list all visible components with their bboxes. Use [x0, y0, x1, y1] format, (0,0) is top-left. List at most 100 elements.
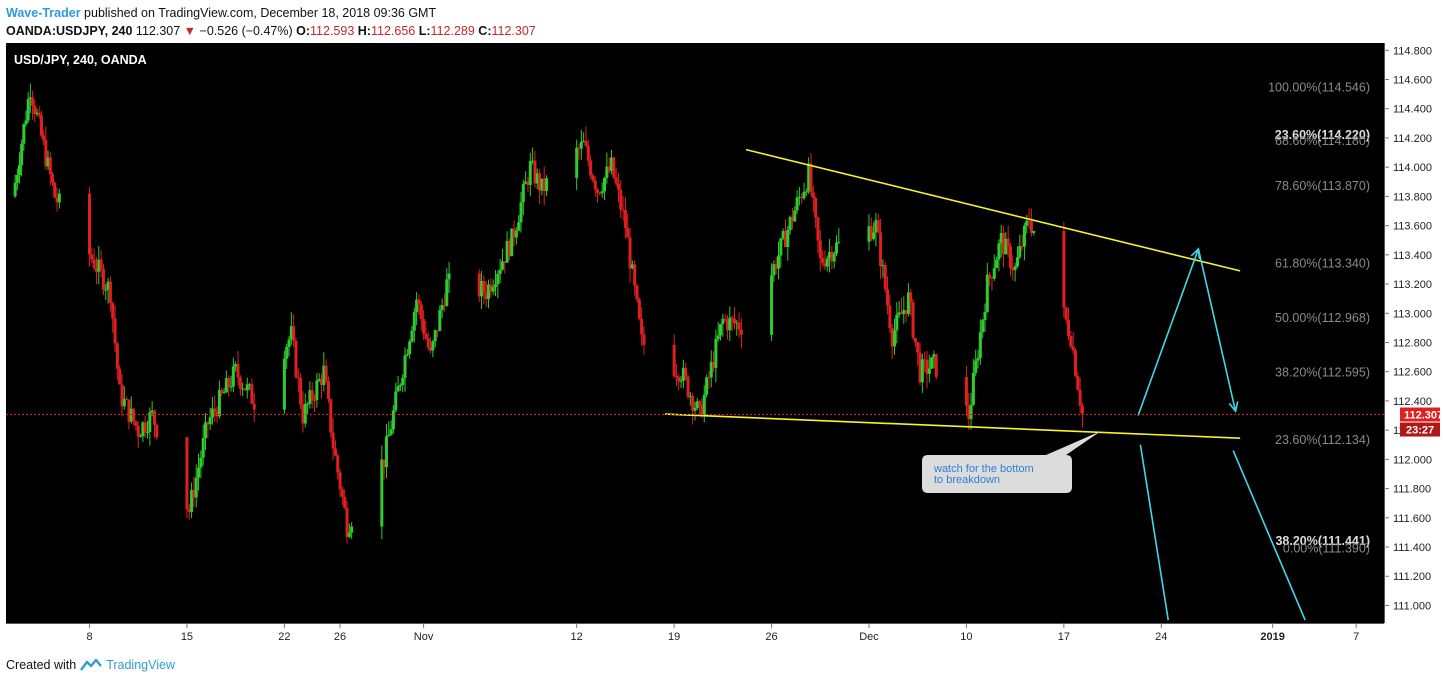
candle-body: [983, 311, 987, 321]
tradingview-link[interactable]: TradingView: [106, 658, 175, 672]
candle-body: [433, 330, 437, 342]
candle-body: [719, 324, 723, 336]
chart-panel[interactable]: USD/JPY, 240, OANDA 114.800 114.600 114.40…: [6, 43, 1443, 649]
candle-body: [187, 509, 191, 512]
candle-body: [584, 140, 588, 146]
candle-body: [289, 326, 293, 340]
candle-body: [985, 274, 989, 312]
callout-bubble: [922, 431, 1101, 493]
candle-body: [315, 380, 319, 400]
fib-level-label: 0.00%(111.390): [1283, 541, 1370, 555]
countdown-label: 23:27: [1406, 425, 1434, 437]
candle-body: [384, 436, 388, 468]
candle-body: [424, 333, 428, 339]
candle-body: [577, 147, 581, 149]
candle-body: [579, 141, 583, 149]
tradingview-logo-icon[interactable]: [80, 658, 103, 672]
candle-body: [496, 274, 500, 285]
candle-body: [797, 196, 801, 198]
callout-text-line1: watch for the bottom: [933, 463, 1034, 475]
candle-body: [869, 226, 873, 240]
projection-arrowhead-icon: [1190, 247, 1201, 260]
candle-body: [215, 411, 219, 417]
candle-body: [542, 178, 546, 191]
time-tick-label: 24: [1155, 631, 1167, 643]
candle-body: [403, 355, 407, 378]
candle-body: [582, 140, 586, 142]
candle-body: [876, 220, 880, 233]
candle-body: [199, 457, 203, 468]
candle-body: [999, 232, 1003, 244]
author-link[interactable]: Wave-Trader: [6, 6, 81, 20]
candle-body: [1013, 266, 1017, 271]
candle-body: [37, 112, 41, 116]
candle-body: [132, 408, 136, 422]
candle-body: [788, 216, 792, 230]
candle-body: [1076, 375, 1080, 390]
candle-body: [531, 160, 535, 162]
candle-body: [440, 304, 444, 311]
candle-body: [721, 318, 725, 325]
trendline-upper[interactable]: [745, 148, 1241, 272]
candle-body: [44, 140, 48, 167]
annotation-callout[interactable]: watch for the bottom to breakdown: [922, 431, 1101, 493]
price-chart[interactable]: USD/JPY, 240, OANDA 114.800 114.600 114.40…: [6, 43, 1443, 649]
price-tick-label: 112.600: [1393, 367, 1432, 379]
projection-line[interactable]: [1137, 248, 1200, 416]
candle-body: [586, 145, 590, 161]
candle-body: [101, 268, 105, 290]
candle-body: [146, 431, 150, 433]
candle-body: [616, 183, 620, 190]
created-with-text: Created with: [6, 658, 77, 672]
candle-body: [879, 232, 883, 267]
candle-body: [519, 202, 523, 223]
projection-line[interactable]: [1197, 248, 1237, 412]
candle-body: [389, 429, 393, 435]
candle-body: [39, 115, 43, 136]
header-line-2: OANDA:USDJPY, 240 112.307 ▼ −0.526 (−0.4…: [6, 22, 536, 40]
price-tick-label: 113.200: [1393, 279, 1432, 291]
price-tick-label: 113.800: [1393, 191, 1432, 203]
chart-title: USD/JPY, 240, OANDA: [14, 53, 147, 67]
candle-body: [893, 330, 897, 347]
close-value: 112.307: [491, 24, 536, 38]
candle-body: [633, 264, 637, 286]
candle-body: [345, 507, 349, 537]
candle-body: [148, 412, 152, 432]
candle-body: [299, 378, 303, 405]
candle-body: [35, 112, 39, 115]
time-tick-label: 26: [334, 631, 346, 643]
candle-body: [282, 358, 286, 410]
fib-level-label: 23.60%(114.220): [1275, 128, 1370, 142]
fib-level-label: 50.00%(112.968): [1275, 311, 1370, 325]
candle-body: [545, 178, 549, 191]
projection-line[interactable]: [1139, 444, 1170, 621]
candle-body: [927, 368, 931, 374]
header-line-1: Wave-Trader published on TradingView.com…: [6, 4, 536, 22]
candle-body: [1015, 257, 1019, 267]
candle-body: [236, 363, 240, 378]
candle-body: [143, 422, 147, 432]
candle-body: [988, 274, 992, 278]
fib-level-label: 38.20%(111.441): [1275, 534, 1370, 548]
candle-body: [292, 326, 296, 341]
time-tick-label: 26: [765, 631, 777, 643]
candle-body: [770, 275, 774, 335]
candle-body: [600, 191, 604, 193]
candle-body: [981, 320, 985, 333]
candle-body: [686, 376, 690, 397]
time-tick-label: 2019: [1260, 631, 1284, 643]
candle-body: [902, 310, 906, 315]
projection-line[interactable]: [1232, 450, 1306, 621]
candle-body: [716, 335, 720, 340]
time-tick-label: 22: [278, 631, 290, 643]
candle-body: [90, 254, 94, 260]
candle-body: [447, 273, 451, 280]
candle-body: [1009, 246, 1013, 269]
candle-body: [874, 220, 878, 233]
candle-body: [997, 243, 1001, 260]
candle-body: [899, 312, 903, 315]
candle-body: [229, 386, 233, 388]
trendline-lower[interactable]: [664, 413, 1241, 439]
projection-arrowhead-icon: [1228, 401, 1239, 413]
